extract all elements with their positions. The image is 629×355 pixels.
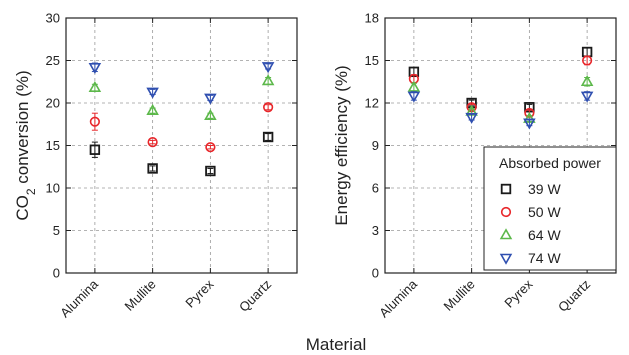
y-tick-label: 3 [372,223,379,238]
data-point [204,93,217,105]
series-74w [407,91,594,130]
y-tick-label: 10 [46,181,60,196]
data-point [407,80,421,92]
series-50w [89,102,274,153]
x-tick-label: Quartz [236,277,274,315]
data-point [580,75,594,87]
y-tick-label: 5 [53,223,60,238]
legend-box [483,146,617,271]
series-39w [89,131,274,177]
data-point [204,109,217,121]
legend-label: 64 W [528,227,561,243]
y-tick-label: 15 [365,53,379,68]
y-tick-label: 12 [365,96,379,111]
x-tick-label: Quartz [555,277,593,315]
x-tick-label: Alumina [57,276,101,320]
legend-label: 50 W [528,204,561,220]
data-point [146,103,159,115]
data-point [261,62,275,74]
legend-marker [500,206,512,218]
legend-marker [499,253,513,265]
legend-marker [500,183,512,195]
x-tick-label: Mullite [441,277,478,314]
data-point [147,137,158,148]
y-tick-label: 6 [372,181,379,196]
legend-title: Absorbed power [499,155,601,171]
y-tick-label: 15 [46,138,60,153]
data-point [88,80,102,92]
x-tick-label: Mullite [122,277,159,314]
series-39w [408,46,593,113]
y-tick-label: 25 [46,53,60,68]
data-point [263,102,274,113]
x-tick-label: Pyrex [182,276,216,310]
data-point [407,91,421,103]
data-point [205,142,216,153]
data-point [89,144,101,155]
data-point [205,165,216,177]
data-point [261,74,275,86]
data-point [262,131,274,143]
x-tick-label: Alumina [376,276,420,320]
y-tick-label: 18 [365,11,379,26]
x-axis-title: Material [306,335,366,354]
series-74w [88,62,275,105]
legend-label: 39 W [528,181,561,197]
y-tick-label: 20 [46,96,60,111]
y-tick-label: 9 [372,138,379,153]
y-axis-title: CO2 conversion (%) [13,70,38,220]
series-50w [408,55,593,119]
x-tick-label: Pyrex [501,276,535,310]
series-64w [407,75,594,123]
data-point [88,62,102,75]
y-tick-label: 0 [53,266,60,281]
y-tick-label: 30 [46,11,60,26]
legend-marker [499,228,513,240]
legend: Absorbed power 39 W 50 W 64 W 74 W [483,146,617,271]
data-point [89,116,100,127]
y-axis-title: Energy efficiency (%) [332,65,351,225]
data-point [523,118,536,130]
data-point [146,87,159,99]
grid [66,18,297,273]
data-point [580,91,594,103]
legend-label: 74 W [528,250,561,266]
data-point [465,112,478,124]
series-64w [88,74,275,121]
y-tick-label: 0 [372,266,379,281]
co2-conversion-panel: 0 5 10 15 20 25 30 Alumina Mullite Pyrex Quartz CO2… [13,11,298,320]
data-point [582,55,593,66]
data-point [147,163,158,174]
